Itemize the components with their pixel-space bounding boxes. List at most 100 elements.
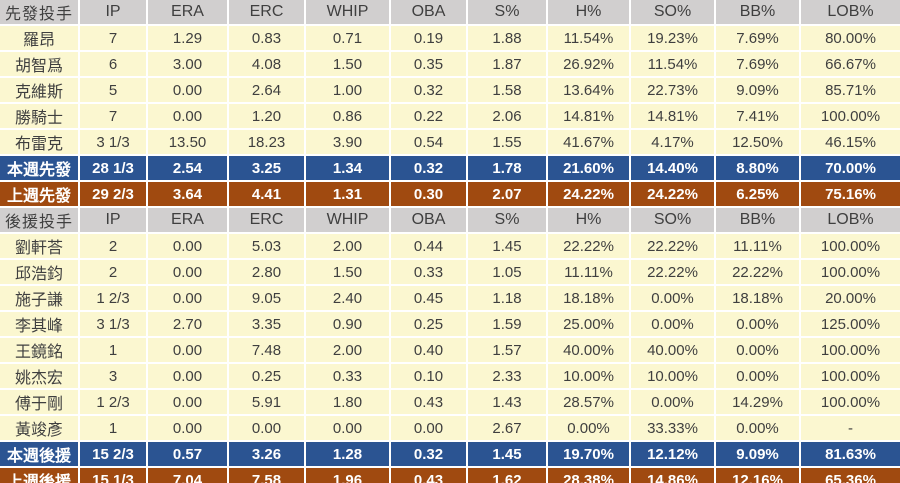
table-row: 本週先發 28 1/3 2.54 3.25 1.34 0.32 1.78 21.60% 14.4… [0,154,900,182]
stat-cell: 19.70% [546,440,631,468]
player-name-cell: 姚杰宏 [0,362,80,390]
stat-cell: 7.58 [227,466,306,483]
section-title: 後援投手 [0,206,80,234]
stat-cell: 85.71% [799,76,900,104]
stat-cell: 1.05 [466,258,548,286]
stat-cell: 22.22% [629,258,716,286]
section-header-row: 後援投手 IP ERA ERC WHIP OBA S% H% SO% BB% LOB% [0,206,900,234]
stat-cell: 1.18 [466,284,548,312]
stat-cell: 24.22% [629,180,716,208]
stat-cell: 1.78 [466,154,548,182]
stat-cell: 80.00% [799,24,900,52]
stat-cell: 9.05 [227,284,306,312]
stat-cell: 22.22% [546,232,631,260]
stat-cell: 0.90 [304,310,391,338]
table-row: 黃竣彥 1 0.00 0.00 0.00 0.00 2.67 0.00% 33.33% 0.00%… [0,414,900,442]
table-row: 姚杰宏 3 0.00 0.25 0.33 0.10 2.33 10.00% 10.00% 0.00… [0,362,900,390]
stat-cell: 12.16% [714,466,801,483]
stat-cell: 0.35 [389,50,468,78]
stat-cell: 1 [78,336,148,364]
stat-cell: 28 1/3 [78,154,148,182]
stat-cell: 40.00% [629,336,716,364]
stat-cell: 15 2/3 [78,440,148,468]
column-header: LOB% [799,0,900,26]
stat-cell: 40.00% [546,336,631,364]
player-name-cell: 劉軒荅 [0,232,80,260]
stat-cell: 11.54% [546,24,631,52]
stat-cell: 41.67% [546,128,631,156]
stat-cell: 0.32 [389,76,468,104]
stat-cell: 1.62 [466,466,548,483]
summary-label-cell: 上週先發 [0,180,80,208]
stat-cell: 3.90 [304,128,391,156]
stat-cell: 0.22 [389,102,468,130]
stat-cell: 3.00 [146,50,229,78]
stat-cell: 1.59 [466,310,548,338]
column-header: IP [78,206,148,234]
table-row: 上週先發 29 2/3 3.64 4.41 1.31 0.30 2.07 24.22% 24.2… [0,180,900,208]
stat-cell: 11.11% [714,232,801,260]
stat-cell: 0.83 [227,24,306,52]
stat-cell: 1.34 [304,154,391,182]
stat-cell: 8.80% [714,154,801,182]
stat-cell: 14.81% [629,102,716,130]
stat-cell: 0.57 [146,440,229,468]
stat-cell: 0.00 [146,102,229,130]
player-name-cell: 勝騎士 [0,102,80,130]
stat-cell: 100.00% [799,102,900,130]
player-name-cell: 胡智爲 [0,50,80,78]
stat-cell: 0.00 [146,388,229,416]
stat-cell: 2.70 [146,310,229,338]
stat-cell: 12.50% [714,128,801,156]
stat-cell: 0.00% [714,310,801,338]
column-header: S% [466,0,548,26]
stat-cell: 3 1/3 [78,310,148,338]
stat-cell: 100.00% [799,388,900,416]
table-row: 胡智爲 6 3.00 4.08 1.50 0.35 1.87 26.92% 11.54% 7.69… [0,50,900,78]
stat-cell: 0.44 [389,232,468,260]
stat-cell: 0.25 [227,362,306,390]
stat-cell: 1.57 [466,336,548,364]
stat-cell: 0.00 [146,284,229,312]
stat-cell: 10.00% [629,362,716,390]
summary-label-cell: 本週後援 [0,440,80,468]
stat-cell: 0.25 [389,310,468,338]
stat-cell: 10.00% [546,362,631,390]
player-name-cell: 黃竣彥 [0,414,80,442]
stat-cell: 3 1/3 [78,128,148,156]
stat-cell: 9.09% [714,76,801,104]
stat-cell: 3.35 [227,310,306,338]
table-row: 王鏡銘 1 0.00 7.48 2.00 0.40 1.57 40.00% 40.00% 0.00… [0,336,900,364]
column-header: IP [78,0,148,26]
summary-label-cell: 本週先發 [0,154,80,182]
stat-cell: 70.00% [799,154,900,182]
stat-cell: 0.00 [227,414,306,442]
stat-cell: 14.81% [546,102,631,130]
player-name-cell: 施子謙 [0,284,80,312]
stat-cell: 28.38% [546,466,631,483]
stat-cell: 22.22% [629,232,716,260]
column-header: LOB% [799,206,900,234]
stat-cell: 29 2/3 [78,180,148,208]
stat-cell: 0.00 [146,258,229,286]
stat-cell: 6.25% [714,180,801,208]
player-name-cell: 李其峰 [0,310,80,338]
stat-cell: 3.64 [146,180,229,208]
stat-cell: 5 [78,76,148,104]
table-row: 勝騎士 7 0.00 1.20 0.86 0.22 2.06 14.81% 14.81% 7.41… [0,102,900,130]
table-row: 上週後援 15 1/3 7.04 7.58 1.96 0.43 1.62 28.38% 14.8… [0,466,900,483]
stat-cell: 6 [78,50,148,78]
stat-cell: 0.00 [146,362,229,390]
stat-cell: 46.15% [799,128,900,156]
stat-cell: 1.29 [146,24,229,52]
player-name-cell: 克維斯 [0,76,80,104]
stat-cell: 2 [78,258,148,286]
stat-cell: 1 2/3 [78,388,148,416]
stat-cell: 0.43 [389,388,468,416]
column-header: OBA [389,206,468,234]
stat-cell: 13.50 [146,128,229,156]
column-header: ERA [146,206,229,234]
stat-cell: 0.33 [389,258,468,286]
stat-cell: 7 [78,102,148,130]
stat-cell: 11.54% [629,50,716,78]
